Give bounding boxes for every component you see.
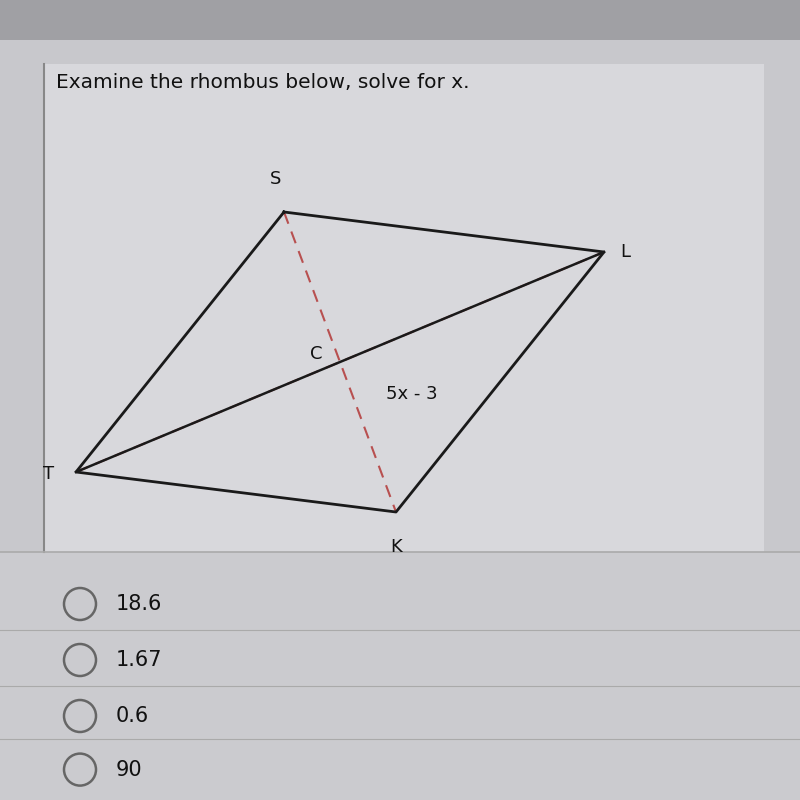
Text: S: S bbox=[270, 170, 282, 188]
FancyBboxPatch shape bbox=[44, 64, 764, 552]
Text: 5x - 3: 5x - 3 bbox=[386, 385, 438, 402]
FancyBboxPatch shape bbox=[0, 0, 800, 40]
Text: 0.6: 0.6 bbox=[116, 706, 150, 726]
Text: T: T bbox=[43, 465, 54, 482]
Text: L: L bbox=[620, 243, 630, 261]
Text: 1.67: 1.67 bbox=[116, 650, 162, 670]
Text: 18.6: 18.6 bbox=[116, 594, 162, 614]
Text: C: C bbox=[310, 345, 322, 362]
FancyBboxPatch shape bbox=[0, 552, 800, 800]
Text: 90: 90 bbox=[116, 760, 142, 779]
Text: Examine the rhombus below, solve for x.: Examine the rhombus below, solve for x. bbox=[56, 73, 470, 92]
Text: K: K bbox=[390, 538, 402, 555]
